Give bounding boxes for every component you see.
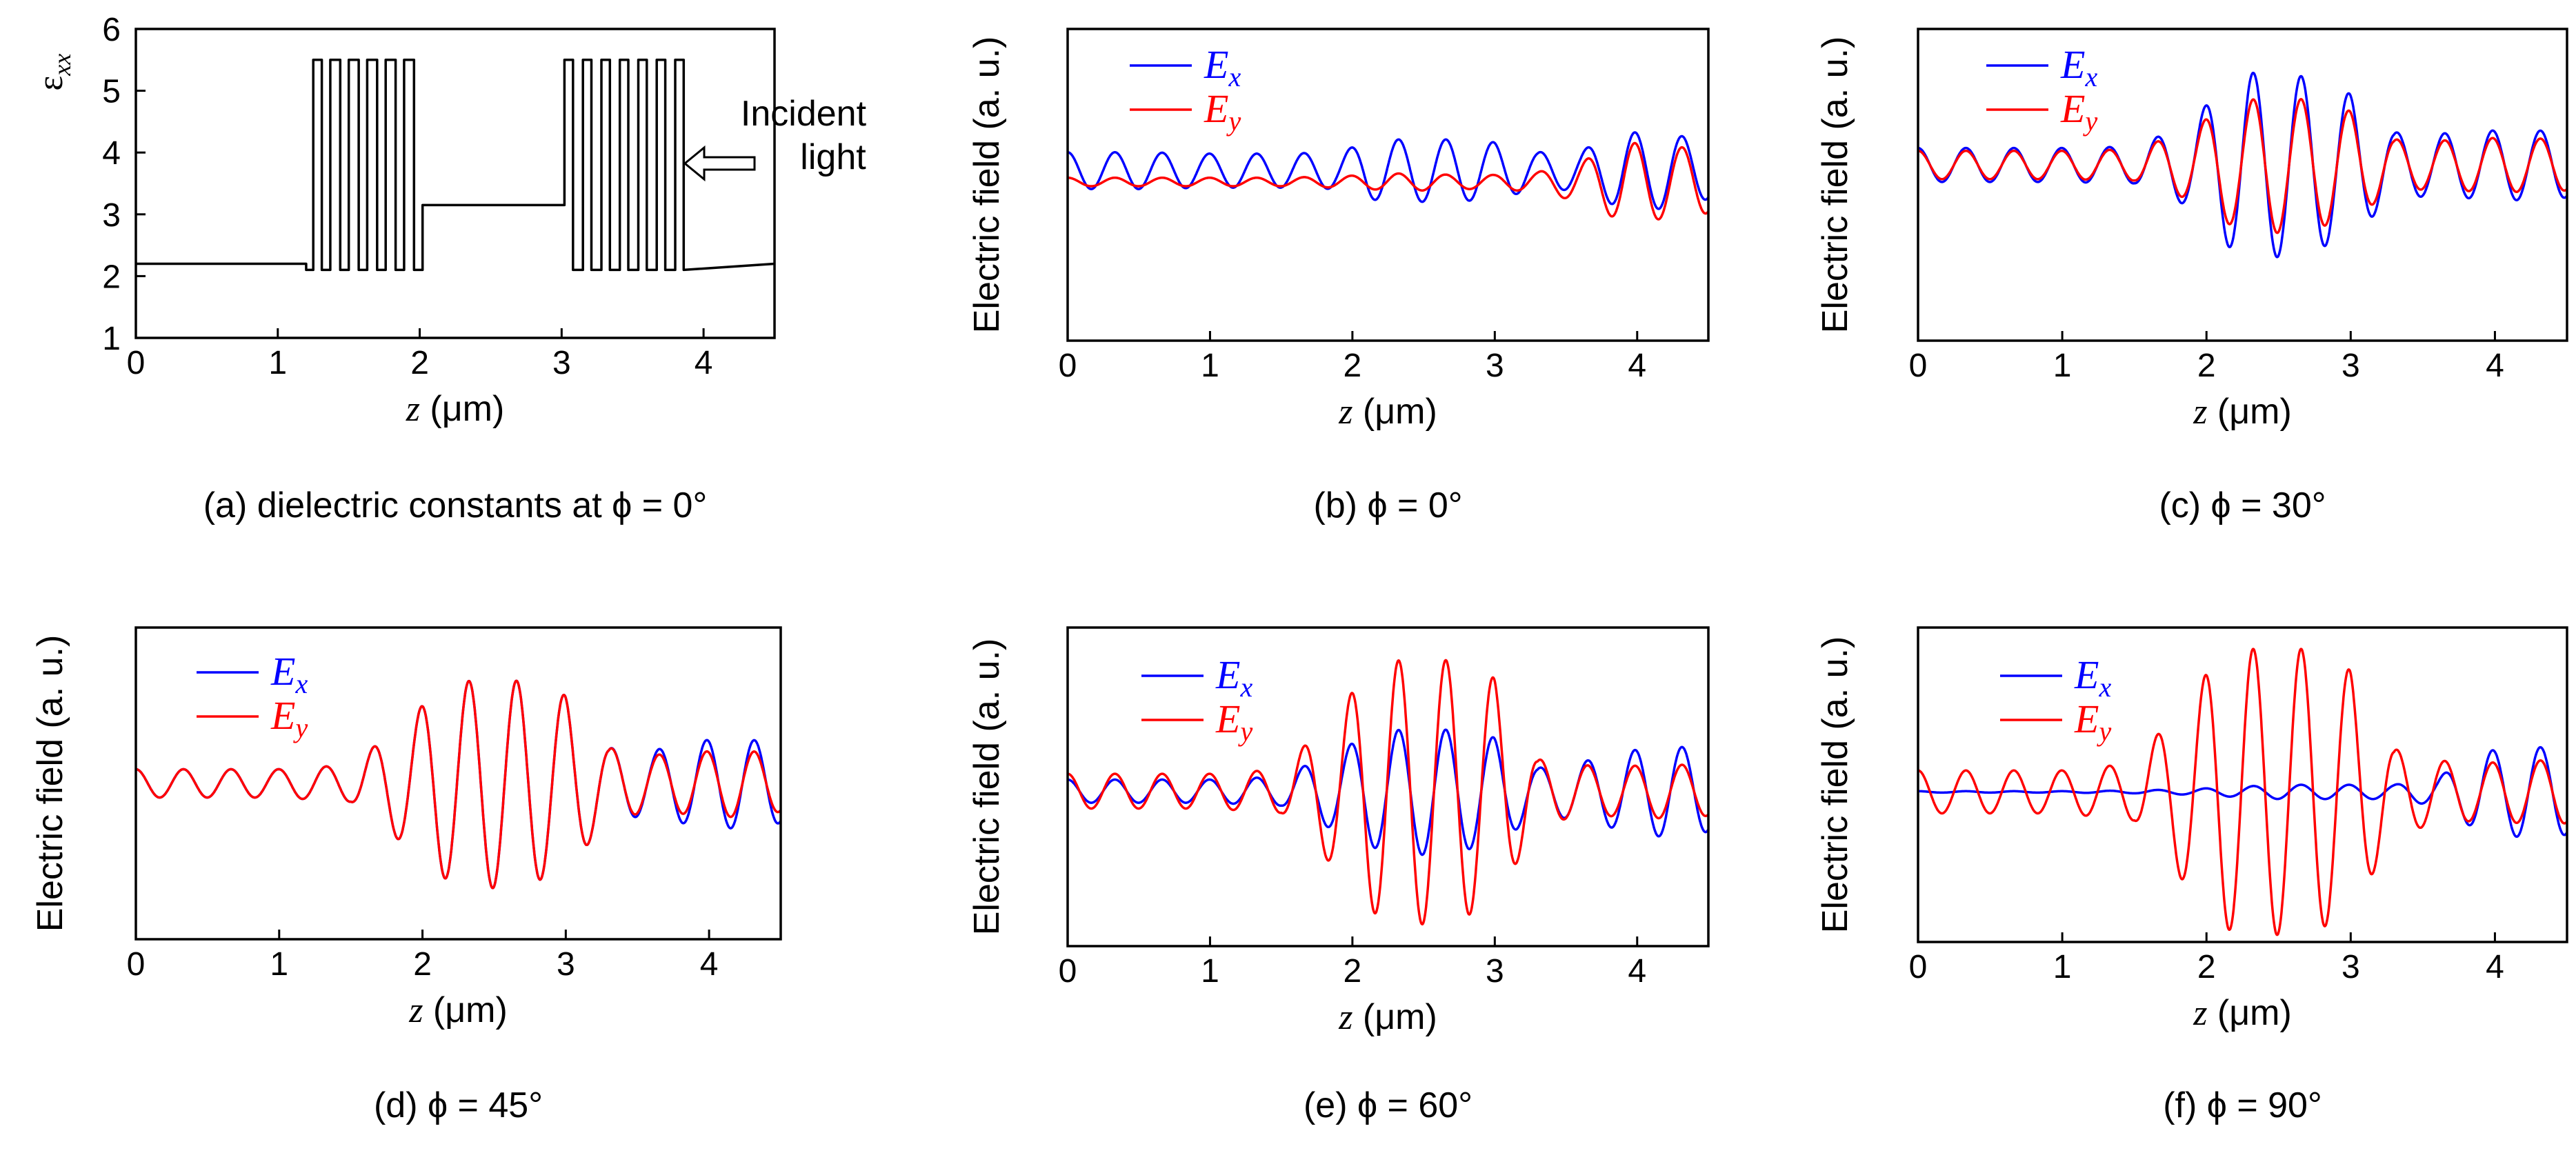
panel-caption: (e) ϕ = 60° <box>1304 1085 1472 1125</box>
series-line-ex <box>1917 71 2568 259</box>
x-axis-label: z (μm) <box>408 990 508 1030</box>
x-tick-label: 1 <box>1201 348 1219 384</box>
legend-label-ex: Ex <box>1204 42 1241 92</box>
panel-e: 0 1 2 3 4 z (μm) Electric field (a. u.) (e) ϕ =… <box>967 626 1710 1125</box>
series-line-ex <box>134 679 782 890</box>
annotation-text-line1: Incident <box>741 94 867 134</box>
x-axis-label: z (μm) <box>1338 997 1437 1037</box>
y-tick-label: 4 <box>102 135 121 172</box>
y-tick-label: 1 <box>102 321 121 357</box>
x-tick-label: 2 <box>1344 953 1362 990</box>
x-tick-label: 2 <box>1344 348 1362 384</box>
annotation-text-line2: light <box>800 137 866 177</box>
y-axis-label: Electric field (a. u.) <box>30 635 70 932</box>
legend-label-ex: Ex <box>1215 652 1252 703</box>
legend-label-ex: Ex <box>2074 652 2111 703</box>
legend-label-ey: Ey <box>1215 696 1252 747</box>
y-axis-label: Electric field (a. u.) <box>967 37 1007 334</box>
x-tick-label: 4 <box>2486 949 2504 985</box>
x-axis-label: z (μm) <box>2193 993 2292 1033</box>
x-tick-label: 1 <box>2053 348 2072 384</box>
panel-f: 0 1 2 3 4 z (μm) Electric field (a. u.) (f) ϕ =… <box>1815 626 2568 1125</box>
series-line-ey <box>134 679 782 890</box>
series-line-xx <box>136 59 775 272</box>
y-axis-label: Electric field (a. u.) <box>1815 37 1855 334</box>
x-tick-label: 0 <box>127 946 146 983</box>
x-tick-label: 0 <box>1059 953 1077 990</box>
x-tick-label: 4 <box>2486 348 2504 384</box>
x-tick-label: 4 <box>1628 348 1646 384</box>
y-tick-label: 6 <box>102 12 121 48</box>
x-tick-label: 2 <box>2197 949 2216 985</box>
plot-frame <box>134 28 776 339</box>
x-tick-label: 1 <box>270 946 288 983</box>
x-axis-label: z (μm) <box>406 389 505 429</box>
x-axis-label: z (μm) <box>2193 392 2292 432</box>
x-tick-label: 4 <box>700 946 719 983</box>
y-axis-label: εxx <box>31 54 76 91</box>
series-line-ex <box>1066 131 1710 210</box>
series-line-ey <box>1917 98 2568 234</box>
x-tick-label: 0 <box>127 345 146 381</box>
x-tick-label: 0 <box>1059 348 1077 384</box>
series-line-ey <box>1066 659 1710 925</box>
panel-c: 0 1 2 3 4 z (μm) Electric field (a. u.) (c) ϕ =… <box>1815 28 2568 525</box>
panel-caption: (f) ϕ = 90° <box>2163 1085 2322 1125</box>
plot-frame <box>1917 28 2568 342</box>
x-tick-label: 1 <box>268 345 287 381</box>
x-tick-label: 3 <box>2342 348 2360 384</box>
y-axis-label: Electric field (a. u.) <box>967 639 1007 936</box>
panel-caption: (a) dielectric constants at ϕ = 0° <box>203 485 708 525</box>
series-line-ex <box>1066 728 1710 856</box>
x-axis-label: z (μm) <box>1338 392 1437 432</box>
x-tick-label: 2 <box>410 345 429 381</box>
legend-label-ex: Ex <box>2060 42 2097 92</box>
x-tick-label: 0 <box>1909 949 1928 985</box>
series-line-ey <box>1066 141 1710 221</box>
panel-caption: (b) ϕ = 0° <box>1313 485 1462 525</box>
x-tick-label: 2 <box>2197 348 2216 384</box>
y-axis-label: Electric field (a. u.) <box>1815 636 1855 934</box>
x-tick-label: 3 <box>2342 949 2360 985</box>
x-tick-label: 2 <box>413 946 432 983</box>
x-tick-label: 4 <box>695 345 713 381</box>
legend-label-ex: Ex <box>270 649 308 699</box>
incident-arrow-icon <box>683 145 756 182</box>
plot-frame <box>1917 626 2568 943</box>
panel-caption: (c) ϕ = 30° <box>2159 485 2326 525</box>
x-tick-label: 3 <box>552 345 571 381</box>
panel-d: 0 1 2 3 4 z (μm) Electric field (a. u.) (d) ϕ =… <box>30 626 782 1125</box>
x-tick-label: 3 <box>1486 348 1504 384</box>
plot-frame <box>1066 28 1710 342</box>
plot-frame <box>134 626 782 941</box>
x-tick-label: 0 <box>1909 348 1928 384</box>
x-tick-label: 4 <box>1628 953 1646 990</box>
panel-b: 0 1 2 3 4 z (μm) Electric field (a. u.) (b) ϕ =… <box>967 28 1710 525</box>
x-tick-label: 1 <box>1201 953 1219 990</box>
series-line-ey <box>1917 648 2568 936</box>
legend-label-ey: Ey <box>2060 86 2097 137</box>
panel-caption: (d) ϕ = 45° <box>374 1085 543 1125</box>
legend-label-ey: Ey <box>2074 696 2111 747</box>
legend-label-ey: Ey <box>270 693 308 743</box>
x-tick-label: 1 <box>2053 949 2072 985</box>
legend-label-ey: Ey <box>1204 86 1241 137</box>
y-tick-label: 2 <box>102 259 121 295</box>
y-tick-label: 5 <box>102 74 121 110</box>
x-tick-label: 3 <box>1486 953 1504 990</box>
x-tick-label: 3 <box>557 946 575 983</box>
plot-frame <box>1066 626 1710 948</box>
y-tick-label: 3 <box>102 197 121 234</box>
